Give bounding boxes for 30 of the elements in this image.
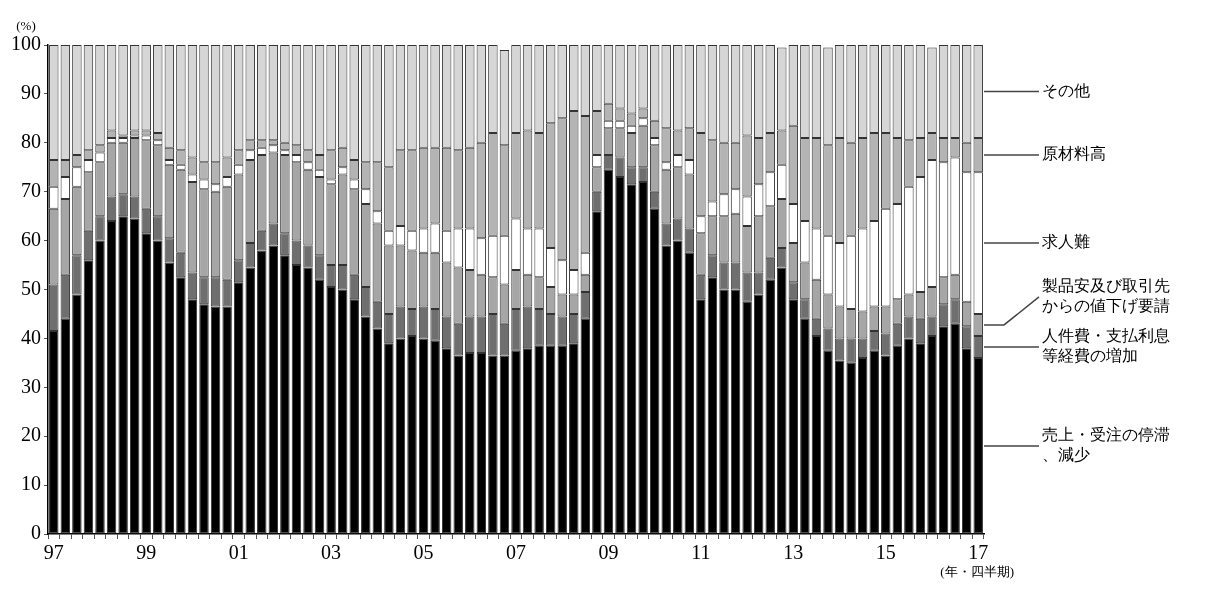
y-tick-label: 90 bbox=[21, 81, 41, 104]
x-tick-label: 11 bbox=[691, 541, 711, 564]
x-tick-label: 97 bbox=[43, 541, 64, 564]
y-tick-label: 40 bbox=[21, 325, 41, 348]
y-tick-label: 80 bbox=[21, 130, 41, 153]
y-tick-label: 100 bbox=[11, 32, 41, 55]
y-axis-title: (%) bbox=[16, 17, 36, 33]
text: 人件費・支払利息等経費の増加 bbox=[1042, 327, 1170, 365]
x-axis-title: (年・四半期) bbox=[940, 563, 1014, 579]
x-tick-label: 07 bbox=[506, 541, 526, 564]
text: 求人難 bbox=[1042, 233, 1090, 251]
y-tick-label: 60 bbox=[21, 227, 41, 250]
text: 売上・受注の停滞、減少 bbox=[1042, 426, 1170, 464]
y-tick-label: 10 bbox=[21, 472, 41, 495]
y-tick-label: 20 bbox=[21, 423, 41, 446]
y-tick-label: 0 bbox=[31, 521, 41, 544]
y-tick-label: 30 bbox=[21, 374, 41, 397]
x-tick-label: 99 bbox=[136, 541, 157, 564]
text: 製品安及び取引先からの値下げ要請 bbox=[1042, 277, 1170, 315]
x-tick-label: 03 bbox=[321, 541, 342, 564]
text: 原材料高 bbox=[1042, 145, 1106, 163]
x-tick-label: 13 bbox=[783, 541, 804, 564]
x-tick-label: 05 bbox=[413, 541, 434, 564]
x-tick-label: 15 bbox=[875, 541, 896, 564]
x-tick-label: 09 bbox=[598, 541, 619, 564]
x-tick-label: 17 bbox=[968, 541, 989, 564]
y-tick-label: 50 bbox=[21, 276, 41, 299]
x-tick-label: 01 bbox=[228, 541, 249, 564]
y-tick-label: 70 bbox=[21, 178, 41, 201]
text: その他 bbox=[1042, 81, 1090, 99]
